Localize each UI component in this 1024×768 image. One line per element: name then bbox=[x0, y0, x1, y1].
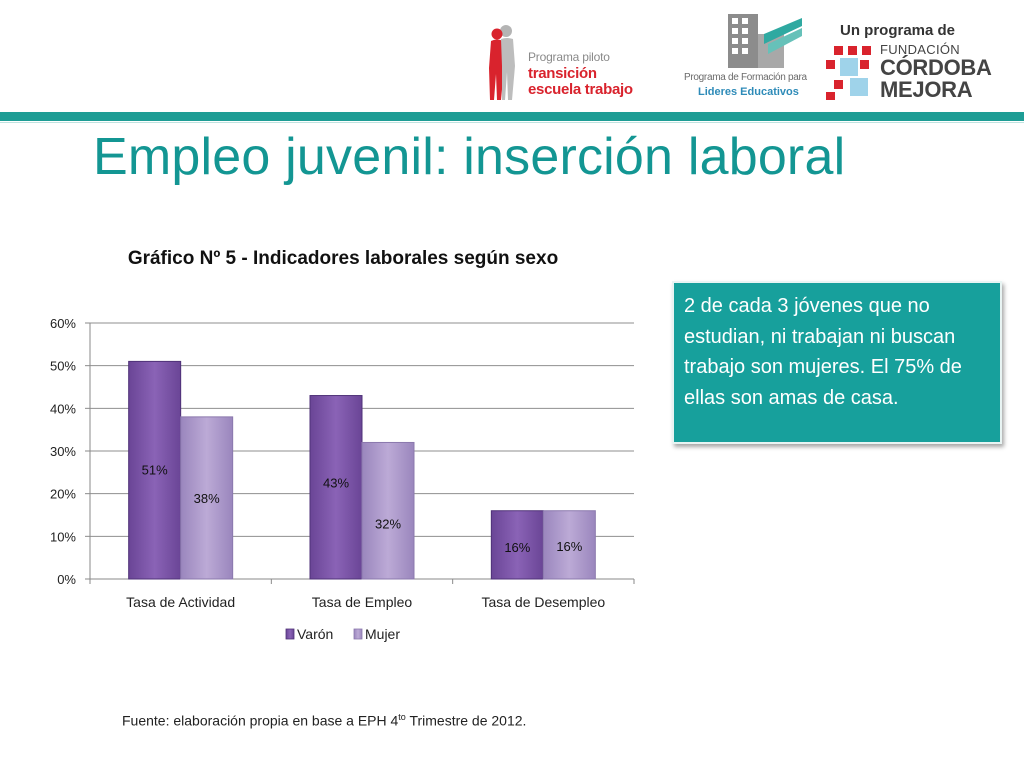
legend-swatch bbox=[285, 628, 295, 640]
logo1-line3: escuela trabajo bbox=[528, 81, 633, 98]
x-tick-label: Tasa de Actividad bbox=[126, 594, 235, 610]
y-tick-label: 40% bbox=[50, 401, 76, 416]
chart-title: Gráfico Nº 5 - Indicadores laborales seg… bbox=[127, 248, 559, 269]
header-divider bbox=[0, 112, 1024, 121]
squares-icon bbox=[826, 46, 871, 100]
logo3-line2: FUNDACIÓN bbox=[880, 42, 960, 57]
source-prefix: Fuente: elaboración propia en base a EPH… bbox=[122, 712, 399, 729]
y-axis-ticks: 0% 10% 20% 30% 40% 50% 60% bbox=[50, 316, 76, 587]
source-suffix: Trimestre de 2012. bbox=[405, 712, 527, 729]
legend-label: Mujer bbox=[365, 626, 400, 642]
logo1-line2: transición bbox=[528, 65, 597, 82]
y-tick-label: 0% bbox=[57, 572, 76, 587]
bar-mujer bbox=[180, 416, 234, 580]
source-sup: to bbox=[398, 712, 406, 722]
y-tick-label: 60% bbox=[50, 316, 76, 331]
logo-transicion-escuela-trabajo: Programa piloto transición escuela traba… bbox=[486, 22, 648, 104]
data-label: 38% bbox=[194, 491, 220, 506]
chart-legend: Varón Mujer bbox=[285, 626, 400, 642]
info-box: 2 de cada 3 jóvenes que no estudian, ni … bbox=[672, 281, 1002, 444]
students-figure-icon bbox=[489, 25, 515, 100]
x-tick-label: Tasa de Empleo bbox=[312, 594, 413, 610]
bar-varon bbox=[128, 360, 182, 580]
source-note: Fuente: elaboración propia en base a EPH… bbox=[122, 712, 526, 729]
y-tick-label: 10% bbox=[50, 529, 76, 544]
logo2-line1: Programa de Formación para bbox=[684, 72, 807, 83]
data-label: 32% bbox=[375, 516, 401, 531]
data-label: 43% bbox=[323, 476, 349, 491]
bar-mujer bbox=[361, 441, 415, 580]
logo2-line2: Lideres Educativos bbox=[698, 86, 799, 98]
data-label: 16% bbox=[556, 539, 582, 554]
chart-bars: 51% 38% 43% 32% 16% 16% bbox=[128, 360, 596, 580]
data-label: 51% bbox=[142, 462, 168, 477]
bar-varon bbox=[309, 395, 363, 580]
y-tick-label: 50% bbox=[50, 359, 76, 374]
page-title: Empleo juvenil: inserción laboral bbox=[93, 128, 846, 186]
legend-swatch bbox=[353, 628, 363, 640]
legend-label: Varón bbox=[297, 626, 333, 642]
logo1-line1: Programa piloto bbox=[528, 50, 610, 64]
header-divider-shadow bbox=[0, 122, 1024, 123]
y-tick-label: 30% bbox=[50, 444, 76, 459]
info-text: 2 de cada 3 jóvenes que no estudian, ni … bbox=[684, 295, 962, 409]
bar-mujer bbox=[542, 510, 596, 580]
data-label: 16% bbox=[504, 540, 530, 555]
building-icon bbox=[728, 14, 802, 68]
logo-lideres-educativos: Programa de Formación para Lideres Educa… bbox=[684, 14, 818, 104]
x-tick-label: Tasa de Desempleo bbox=[481, 594, 605, 610]
y-tick-label: 20% bbox=[50, 487, 76, 502]
bar-chart: 0%10%20%30%40%50%60% 51%38%43%32%16% 16% … bbox=[50, 316, 635, 642]
logo3-line4: MEJORA bbox=[880, 77, 973, 102]
logo3-line1: Un programa de bbox=[840, 22, 956, 39]
logo-fundacion-cordoba-mejora: Un programa de FUNDACIÓN CÓRDOBA MEJORA bbox=[826, 22, 1002, 104]
bar-varon bbox=[490, 510, 544, 580]
x-axis-labels: Tasa de Actividad Tasa de Empleo Tasa de D… bbox=[126, 594, 605, 610]
logo3-line3: CÓRDOBA bbox=[880, 55, 992, 80]
